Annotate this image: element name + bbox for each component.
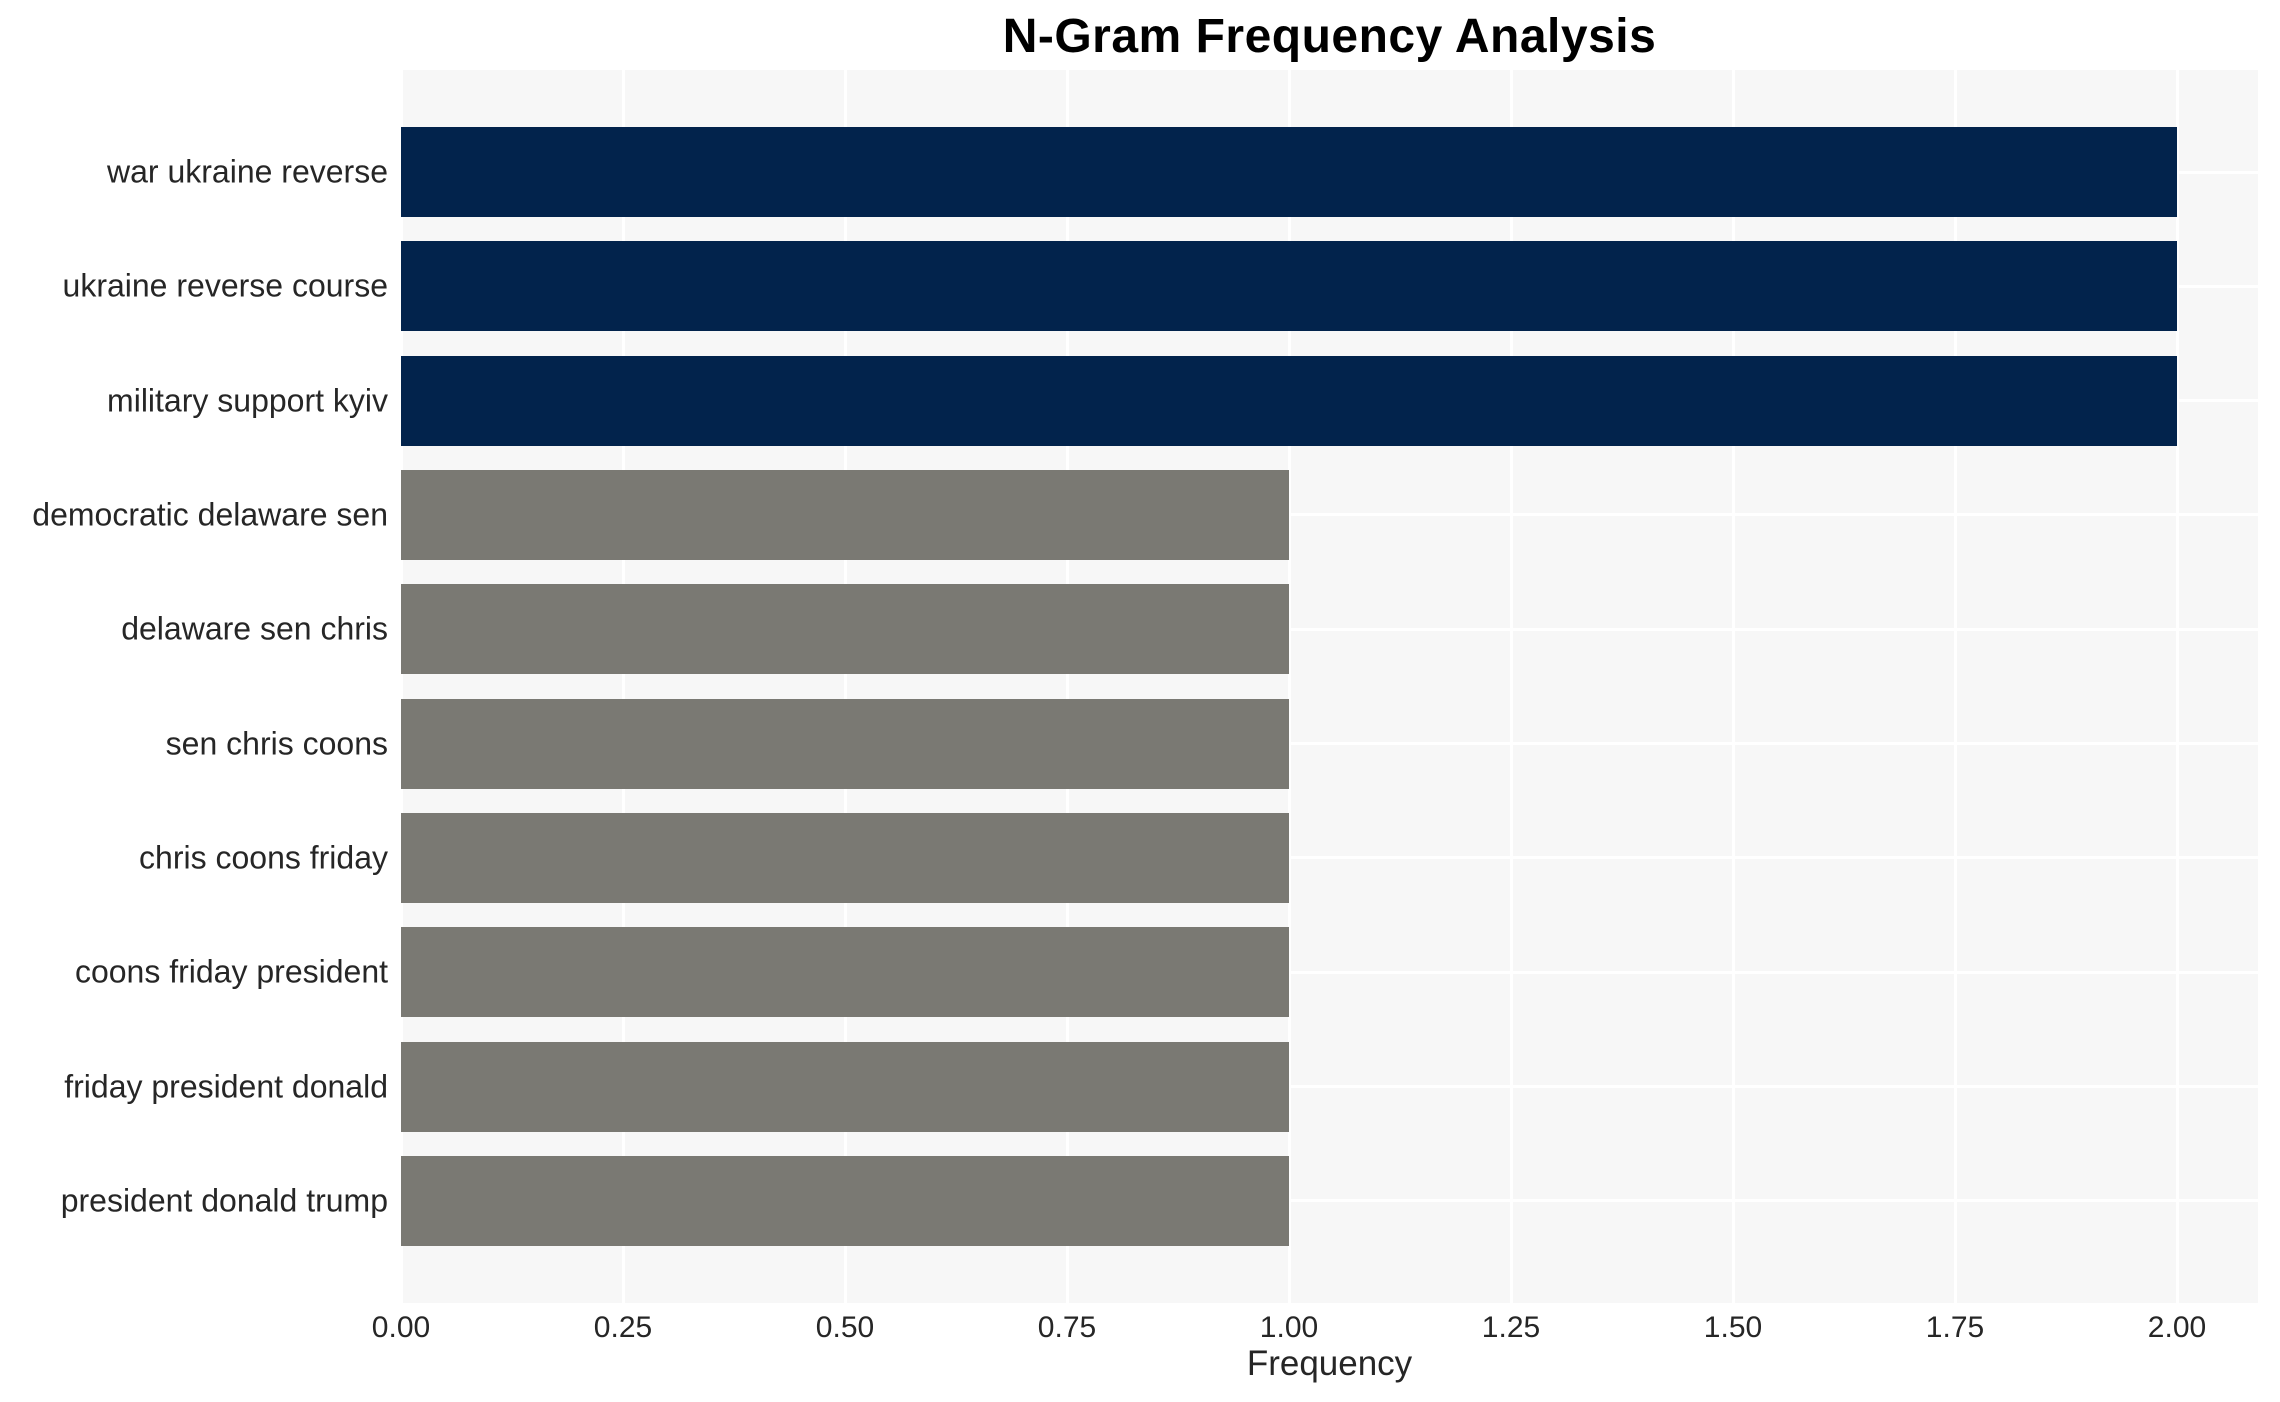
bar — [401, 927, 1289, 1018]
y-tick-label: ukraine reverse course — [62, 267, 388, 304]
gridline-vertical — [1731, 70, 1735, 1303]
bar — [401, 469, 1289, 560]
bar — [401, 355, 2177, 446]
gridline-vertical — [399, 70, 403, 1303]
x-tick-label: 1.50 — [1703, 1311, 1763, 1344]
gridline-vertical — [843, 70, 847, 1303]
bar — [401, 241, 2177, 332]
y-tick-label: sen chris coons — [165, 725, 388, 762]
y-tick-label: chris coons friday — [139, 839, 388, 876]
gridline-vertical — [1287, 70, 1291, 1303]
gridline-vertical — [1065, 70, 1069, 1303]
bar — [401, 1155, 1289, 1246]
bar — [401, 1041, 1289, 1132]
gridline-vertical — [621, 70, 625, 1303]
y-tick-label: friday president donald — [64, 1068, 388, 1105]
x-tick-label: 0.25 — [593, 1311, 653, 1344]
x-tick-label: 1.00 — [1259, 1311, 1319, 1344]
y-tick-label: war ukraine reverse — [107, 153, 388, 190]
x-tick-label: 1.25 — [1481, 1311, 1541, 1344]
y-tick-label: coons friday president — [74, 953, 388, 990]
gridline-horizontal — [401, 1085, 2258, 1089]
y-axis-labels: war ukraine reverse ukraine reverse cours… — [0, 70, 388, 1303]
x-axis-ticks: 0.00 0.25 0.50 0.75 1.00 1.25 1.50 1.75 2.00 — [372, 1311, 2258, 1351]
gridline-vertical — [1509, 70, 1513, 1303]
gridline-horizontal — [401, 627, 2258, 631]
y-tick-label: military support kyiv — [107, 382, 388, 419]
gridline-horizontal — [401, 742, 2258, 746]
gridline-vertical — [2175, 70, 2179, 1303]
gridline-horizontal — [401, 856, 2258, 860]
y-tick-label: democratic delaware sen — [32, 496, 388, 533]
chart-title: N-Gram Frequency Analysis — [1002, 10, 1657, 63]
gridline-horizontal — [401, 970, 2258, 974]
gridline-horizontal — [401, 1199, 2258, 1203]
x-tick-label: 1.75 — [1925, 1311, 1985, 1344]
bar — [401, 584, 1289, 675]
x-tick-label: 0.50 — [815, 1311, 875, 1344]
x-tick-label: 0.75 — [1037, 1311, 1097, 1344]
bar — [401, 127, 2177, 217]
gridline-vertical — [1953, 70, 1957, 1303]
y-tick-label: delaware sen chris — [121, 610, 388, 647]
bar — [401, 812, 1289, 903]
plot-area — [399, 70, 2258, 1303]
x-tick-label: 2.00 — [2147, 1311, 2207, 1344]
x-tick-label: 0.00 — [371, 1311, 431, 1344]
x-axis-title: Frequency — [1246, 1344, 1413, 1383]
gridline-horizontal — [401, 513, 2258, 517]
bar — [401, 698, 1289, 789]
y-tick-label: president donald trump — [60, 1182, 388, 1219]
